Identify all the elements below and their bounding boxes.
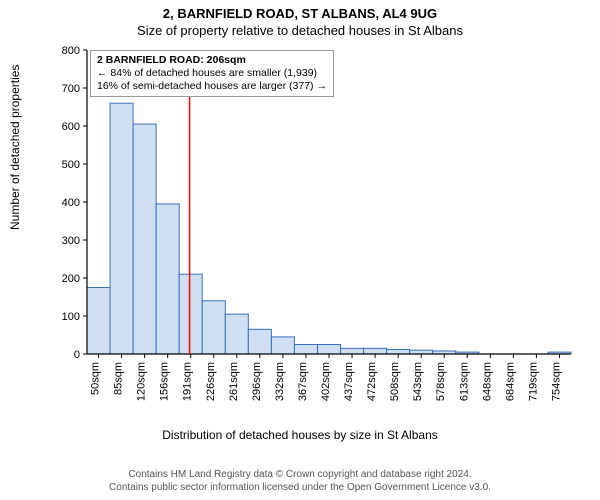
annot-line3: 16% of semi-detached houses are larger (… [97, 80, 327, 93]
y-tick-label: 600 [62, 121, 80, 133]
bar [341, 348, 364, 354]
bar [202, 301, 225, 354]
x-tick-label: 332sqm [274, 362, 286, 401]
bar [179, 274, 202, 354]
annotation-callout: 2 BARNFIELD ROAD: 206sqm ← 84% of detach… [90, 50, 334, 97]
bar [133, 124, 156, 354]
bar [317, 345, 340, 355]
x-tick-label: 367sqm [297, 362, 309, 401]
histogram-svg: 0 100 200 300 400 500 600 700 800 50sqm 85sqm 120sq… [55, 46, 575, 406]
x-tick-label: 50sqm [90, 362, 102, 395]
x-tick-label: 648sqm [481, 362, 493, 401]
bar [110, 103, 133, 354]
footer-line1: Contains HM Land Registry data © Crown c… [0, 469, 600, 482]
x-tick-label: 191sqm [182, 362, 194, 401]
x-tick-label: 613sqm [458, 362, 470, 401]
chart-container: 2, BARNFIELD ROAD, ST ALBANS, AL4 9UG Si… [0, 0, 600, 500]
x-tick-label: 437sqm [343, 362, 355, 401]
bar [87, 288, 110, 355]
x-tick-label: 402sqm [320, 362, 332, 401]
x-tick-label: 508sqm [389, 362, 401, 401]
y-tick-label: 200 [62, 273, 80, 285]
chart-area: 0 100 200 300 400 500 600 700 800 50sqm 85sqm 120sq… [55, 46, 575, 406]
bar [248, 329, 271, 354]
y-axis-label: Number of detached properties [8, 65, 22, 230]
x-axis-label: Distribution of detached houses by size … [0, 428, 600, 442]
bar [225, 314, 248, 354]
page-subtitle: Size of property relative to detached ho… [0, 21, 600, 38]
y-tick-label: 700 [62, 83, 80, 95]
annot-line2: ← 84% of detached houses are smaller (1,… [97, 67, 327, 80]
x-tick-label: 226sqm [205, 362, 217, 401]
footer-line2: Contains public sector information licen… [0, 482, 600, 495]
annot-line1: 2 BARNFIELD ROAD: 206sqm [97, 54, 327, 67]
x-tick-label: 472sqm [366, 362, 378, 401]
x-tick-label: 156sqm [159, 362, 171, 401]
x-tick-label: 261sqm [228, 362, 240, 401]
page-title: 2, BARNFIELD ROAD, ST ALBANS, AL4 9UG [0, 0, 600, 21]
bar [271, 337, 294, 354]
bar [294, 345, 317, 355]
bar [364, 348, 387, 354]
x-tick-label: 754sqm [550, 362, 562, 401]
x-tick-label: 684sqm [504, 362, 516, 401]
y-tick-label: 500 [62, 159, 80, 171]
y-tick-label: 0 [74, 349, 80, 361]
y-tick-label: 400 [62, 197, 80, 209]
x-tick-label: 120sqm [136, 362, 148, 401]
y-tick-label: 100 [62, 311, 80, 323]
x-tick-label: 85sqm [113, 362, 125, 395]
bar [387, 349, 410, 354]
bar [156, 204, 179, 354]
y-tick-label: 300 [62, 235, 80, 247]
x-tick-label: 578sqm [435, 362, 447, 401]
x-tick-label: 296sqm [251, 362, 263, 401]
y-tick-label: 800 [62, 46, 80, 57]
footer-attribution: Contains HM Land Registry data © Crown c… [0, 469, 600, 494]
x-tick-label: 719sqm [527, 362, 539, 401]
x-tick-label: 543sqm [412, 362, 424, 401]
